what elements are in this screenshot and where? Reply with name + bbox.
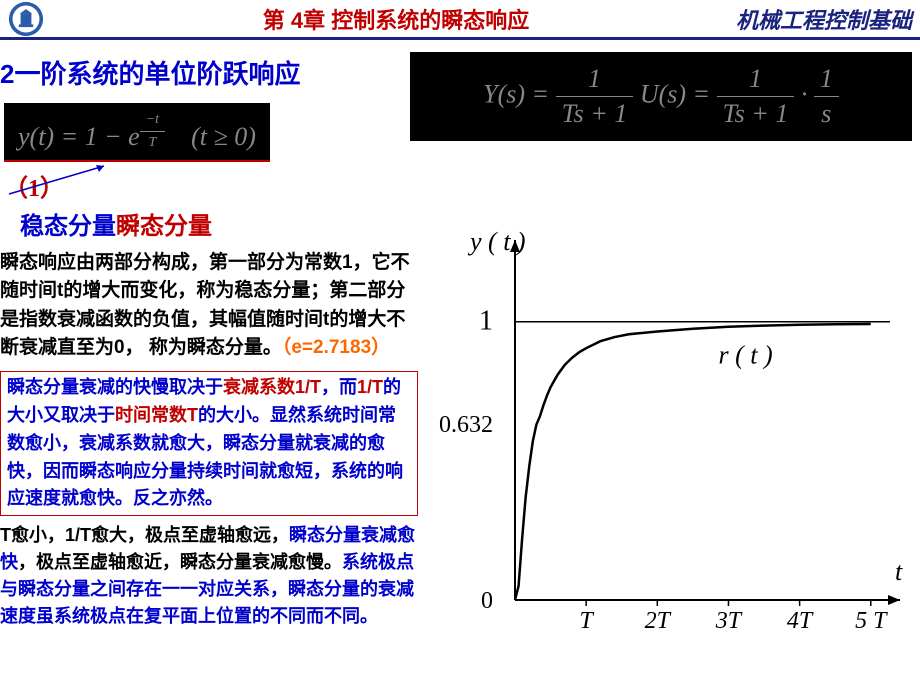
course-title: 机械工程控制基础 xyxy=(736,3,912,35)
eq2-dot: · xyxy=(801,79,808,108)
svg-text:0.632: 0.632 xyxy=(439,412,493,438)
svg-text:5 T: 5 T xyxy=(855,608,888,634)
arrow-annotation-icon xyxy=(4,162,114,202)
component-labels: 稳态分量瞬态分量 xyxy=(20,206,420,241)
transient-label: 瞬态分量 xyxy=(116,213,212,240)
eq2-mid: U(s) = xyxy=(640,79,710,108)
header-bar: 第 4章 控制系统的瞬态响应 机械工程控制基础 xyxy=(0,0,920,40)
equation-step-response: y(t) = 1 − e−tT (t ≥ 0) xyxy=(4,103,270,162)
left-content: 2一阶系统的单位阶跃响应 y(t) = 1 − e−tT (t ≥ 0) （1）… xyxy=(0,46,420,630)
svg-text:r ( t ): r ( t ) xyxy=(719,341,773,370)
steady-state-label: 稳态分量 xyxy=(20,213,116,240)
university-logo-icon xyxy=(8,1,44,37)
svg-text:t: t xyxy=(895,557,903,586)
svg-text:4T: 4T xyxy=(787,608,814,634)
svg-text:T: T xyxy=(579,608,594,634)
svg-text:1: 1 xyxy=(479,306,493,337)
svg-text:0: 0 xyxy=(481,588,493,614)
chapter-title: 第 4章 控制系统的瞬态响应 xyxy=(56,3,736,35)
equation-transfer-function: Y(s) = 1Ts + 1 U(s) = 1Ts + 1 · 1s xyxy=(410,52,912,141)
highlighted-explanation-box: 瞬态分量衰减的快慢取决于衰减系数1/T，而1/T的大小又取决于时间常数T的大小。… xyxy=(0,371,418,516)
section-title: 2一阶系统的单位阶跃响应 xyxy=(0,54,420,91)
svg-text:3T: 3T xyxy=(715,608,743,634)
svg-text:y ( t ): y ( t ) xyxy=(467,227,526,256)
eq2-lhs: Y(s) = xyxy=(483,79,549,108)
svg-text:2T: 2T xyxy=(645,608,672,634)
paragraph-poles: T愈小，1/T愈大，极点至虚轴愈远，瞬态分量衰减愈快，极点至虚轴愈近，瞬态分量衰… xyxy=(0,522,420,630)
paragraph-description: 瞬态响应由两部分构成，第一部分为常数1，它不随时间t的增大而变化，称为稳态分量；… xyxy=(0,249,420,363)
step-response-chart: T 2T 3T 4T 5 T 0 1 0.632 y ( t ) t r ( t ) xyxy=(420,170,915,670)
euler-constant: （e=2.7183） xyxy=(282,337,390,358)
